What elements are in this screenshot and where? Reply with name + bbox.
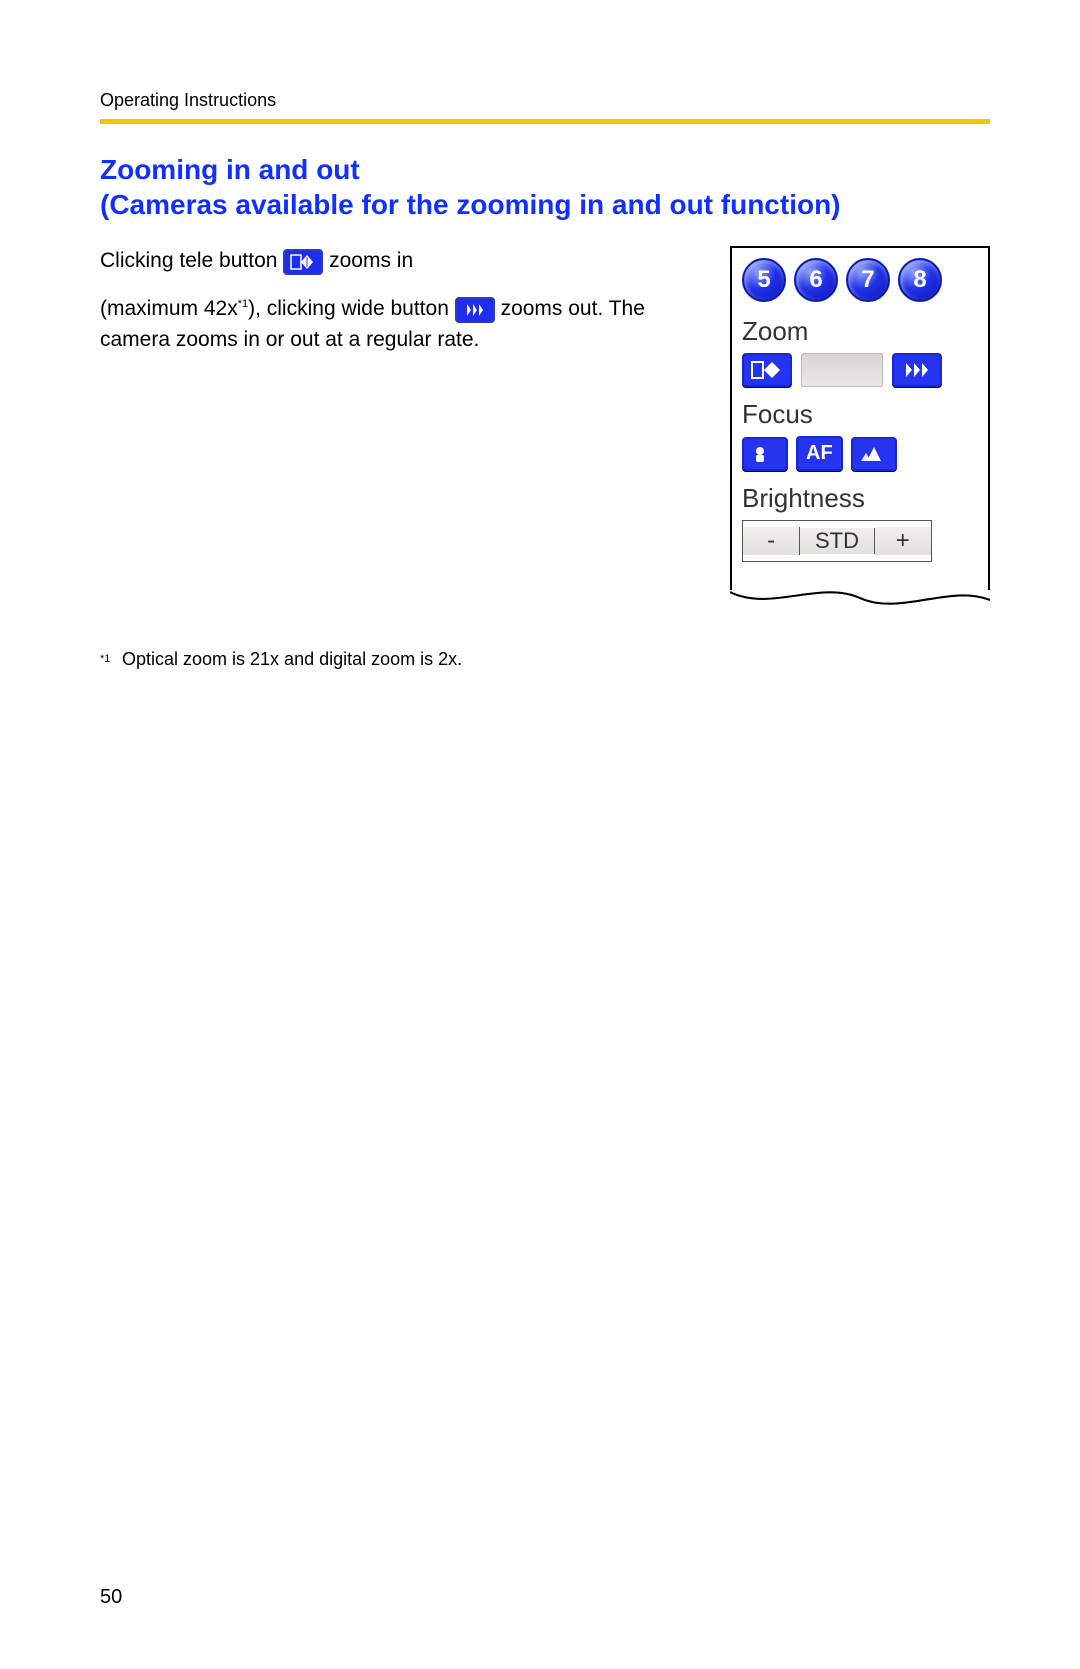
running-header: Operating Instructions — [100, 90, 990, 111]
tele-icon — [283, 249, 323, 275]
brightness-minus-button[interactable]: - — [743, 527, 800, 555]
control-panel-graphic: 5 6 7 8 Zoom — [730, 246, 990, 619]
focus-row: AF — [742, 436, 978, 471]
torn-edge — [730, 590, 990, 612]
page-number: 50 — [100, 1586, 122, 1609]
brightness-plus-button[interactable]: + — [875, 527, 931, 555]
focus-far-button[interactable] — [851, 437, 897, 471]
preset-button-8[interactable]: 8 — [898, 258, 942, 302]
paragraph-1: Clicking tele button zooms in — [100, 246, 706, 276]
wide-button-inline — [455, 297, 495, 323]
document-page: Operating Instructions Zooming in and ou… — [0, 0, 1080, 1669]
focus-af-button[interactable]: AF — [796, 436, 843, 471]
preset-button-5[interactable]: 5 — [742, 258, 786, 302]
brightness-row: - STD + — [742, 520, 932, 562]
preset-row: 5 6 7 8 — [742, 258, 978, 302]
header-rule — [100, 119, 990, 124]
content-columns: Clicking tele button zooms in (maximum 4… — [100, 246, 990, 619]
zoom-row — [742, 353, 942, 387]
left-column: Clicking tele button zooms in (maximum 4… — [100, 246, 706, 373]
zoom-wide-button[interactable] — [892, 353, 942, 387]
paragraph-2: (maximum 42x*1), clicking wide button zo… — [100, 294, 706, 355]
tele-button-inline — [283, 249, 323, 275]
p2-text-b: ), clicking wide button — [248, 297, 455, 320]
footnote-marker: *1 — [100, 649, 122, 670]
right-column: 5 6 7 8 Zoom — [730, 246, 990, 619]
footnote: *1 Optical zoom is 21x and digital zoom … — [100, 649, 990, 670]
p2-text-a: (maximum 42x — [100, 297, 238, 320]
preset-button-7[interactable]: 7 — [846, 258, 890, 302]
zoom-label: Zoom — [742, 316, 978, 347]
brightness-std-button[interactable]: STD — [800, 528, 874, 554]
zoom-tele-button[interactable] — [742, 353, 792, 387]
section-title-line1: Zooming in and out — [100, 154, 360, 185]
p1-text-a: Clicking tele button — [100, 249, 283, 272]
zoom-indicator — [801, 353, 883, 387]
preset-button-6[interactable]: 6 — [794, 258, 838, 302]
brightness-label: Brightness — [742, 483, 978, 514]
focus-label: Focus — [742, 399, 978, 430]
section-title-line2: (Cameras available for the zooming in an… — [100, 189, 841, 220]
p1-text-b: zooms in — [329, 249, 413, 272]
focus-near-button[interactable] — [742, 437, 788, 471]
footnote-text: Optical zoom is 21x and digital zoom is … — [122, 649, 462, 670]
wide-icon — [455, 297, 495, 323]
p2-sup: *1 — [238, 298, 248, 310]
control-panel: 5 6 7 8 Zoom — [730, 246, 990, 592]
section-title: Zooming in and out (Cameras available fo… — [100, 152, 990, 222]
